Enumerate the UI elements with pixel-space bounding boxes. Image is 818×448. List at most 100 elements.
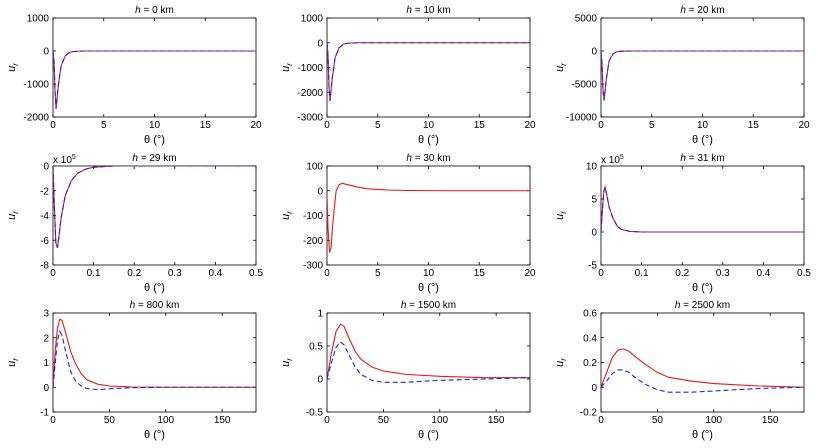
series-line-dashed — [601, 185, 804, 233]
series-group — [601, 50, 804, 101]
series-line-solid — [327, 323, 530, 380]
title-value: = 31 km — [686, 153, 725, 164]
y-label-subscript: r — [11, 63, 20, 66]
x-tick-label: 0.5 — [797, 268, 811, 279]
y-label-base: u — [554, 361, 566, 367]
plot-frame — [326, 165, 531, 266]
y-label-base: u — [6, 361, 18, 367]
subplot-title: h = 0 km — [135, 5, 174, 16]
y-tick-label: 1 — [43, 358, 49, 369]
title-variable: h — [130, 300, 136, 311]
x-axis-label: θ (°) — [692, 282, 713, 294]
y-axis-label: ur — [554, 211, 568, 220]
title-variable: h — [401, 300, 407, 311]
title-value: = 10 km — [412, 5, 451, 16]
x-tick-label: 20 — [798, 120, 810, 131]
y-label-subscript: r — [559, 211, 568, 214]
series-line-solid — [601, 185, 804, 233]
exponent-base: x 10 — [601, 155, 620, 166]
y-label-base: u — [554, 66, 566, 72]
y-label-subscript: r — [559, 358, 568, 361]
x-tick-label: 0 — [598, 120, 604, 131]
y-tick-label: 0 — [43, 383, 49, 394]
y-tick-label: 1 — [317, 309, 323, 320]
series-line-dashed — [53, 166, 256, 248]
x-tick-label: 0.5 — [249, 268, 263, 279]
y-axis-exponent: x 105 — [601, 154, 624, 166]
series-group — [327, 182, 530, 253]
y-tick-label: 1000 — [301, 14, 324, 25]
y-tick-label: -200 — [303, 236, 323, 247]
x-tick-label: 0 — [324, 120, 330, 131]
y-tick-label: 0.5 — [309, 342, 323, 353]
subplot-3: 0 5 10 15 20 -10000 -5000 0 5000 h = 20 km θ (°) ur — [554, 5, 810, 146]
y-tick-label: -10000 — [566, 113, 598, 124]
title-value: = 29 km — [138, 153, 177, 164]
series-line-solid — [53, 166, 256, 248]
y-tick-label: -3000 — [297, 113, 323, 124]
y-tick-label: 5000 — [575, 14, 598, 25]
x-axis-label: θ (°) — [418, 134, 439, 146]
subplot-5: 0 5 10 15 20 -300 -200 -100 0 100 h = 30 km θ (°) ur — [280, 153, 536, 294]
y-tick-label: 0 — [317, 375, 323, 386]
x-axis-label: θ (°) — [144, 282, 165, 294]
x-tick-label: 0 — [324, 415, 330, 426]
x-tick-label: 0.2 — [127, 268, 141, 279]
y-axis-label: ur — [6, 63, 20, 72]
x-tick-label: 0.2 — [675, 268, 689, 279]
y-tick-label: 0.4 — [583, 333, 597, 344]
y-tick-label: 0 — [43, 47, 49, 58]
y-tick-label: 10 — [586, 162, 598, 173]
title-variable: h — [680, 153, 686, 164]
subplot-title: h = 20 km — [680, 5, 724, 16]
series-group — [327, 42, 530, 101]
series-line-solid — [601, 348, 804, 388]
series-line-dashed — [601, 369, 804, 393]
subplot-8: 0 50 100 150-0.500.51h = 1500 kmθ (°)ur — [280, 300, 531, 441]
x-tick-label: 50 — [104, 415, 116, 426]
title-value: = 20 km — [686, 5, 725, 16]
y-tick-label: -0.2 — [580, 408, 598, 419]
plot-frame — [600, 17, 805, 118]
title-value: = 800 km — [135, 300, 179, 311]
y-axis-label: ur — [6, 358, 20, 367]
x-tick-label: 0 — [598, 415, 604, 426]
x-tick-label: 0 — [598, 268, 604, 279]
plot-frame — [52, 312, 257, 413]
y-tick-label: 1000 — [27, 14, 50, 25]
y-label-subscript: r — [285, 211, 294, 214]
series-line-solid — [327, 182, 530, 253]
plot-frame — [326, 17, 531, 118]
y-tick-label: -2000 — [297, 88, 323, 99]
x-tick-label: 0.3 — [168, 268, 182, 279]
x-tick-label: 0 — [50, 120, 56, 131]
subplot-title: h = 30 km — [406, 153, 450, 164]
x-tick-label: 20 — [524, 120, 536, 131]
subplot-title: h = 800 km — [130, 300, 180, 311]
x-tick-label: 5 — [375, 120, 381, 131]
x-tick-label: 0.4 — [208, 268, 222, 279]
y-tick-label: -2 — [40, 186, 49, 197]
y-label-subscript: r — [285, 358, 294, 361]
exponent-power: 5 — [620, 154, 624, 161]
plot-frame — [326, 312, 531, 413]
y-tick-label: 0.2 — [583, 358, 597, 369]
subplot-2: 0 5 10 15 20 -3000 -2000 -1000 0 1000 h = 10 km θ (… — [280, 5, 536, 146]
x-tick-label: 10 — [423, 268, 435, 279]
title-value: = 30 km — [412, 153, 451, 164]
y-axis-label: ur — [280, 63, 294, 72]
series-line-solid — [53, 318, 256, 388]
x-tick-label: 10 — [697, 120, 709, 131]
x-tick-label: 0.4 — [756, 268, 770, 279]
plot-frame — [600, 165, 805, 266]
series-line-dashed — [53, 330, 256, 391]
y-tick-label: -4 — [40, 211, 49, 222]
x-axis-label: θ (°) — [144, 429, 165, 441]
subplot-title: h = 1500 km — [401, 300, 456, 311]
x-tick-label: 0 — [50, 415, 56, 426]
title-value: = 2500 km — [680, 300, 730, 311]
x-tick-label: 15 — [474, 268, 486, 279]
y-tick-label: -1 — [40, 408, 49, 419]
series-line-dashed — [327, 42, 530, 101]
